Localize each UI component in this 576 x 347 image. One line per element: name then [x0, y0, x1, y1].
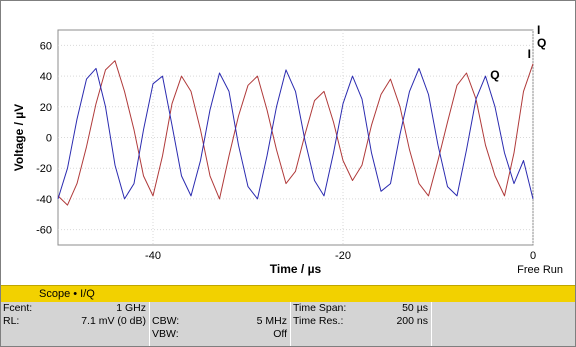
time-res-label: Time Res.: — [293, 315, 344, 327]
y-tick-label: 20 — [40, 102, 52, 114]
y-tick-label: -60 — [36, 225, 52, 237]
x-tick-label: -40 — [145, 250, 161, 262]
fcent-value: 1 GHz — [116, 302, 146, 314]
x-axis-label: Time / µs — [270, 262, 322, 276]
setting-vbw[interactable]: VBW: Off — [150, 328, 290, 341]
vbw-value: Off — [273, 328, 287, 340]
y-axis-label: Voltage / µV — [12, 104, 26, 171]
x-tick-label: -20 — [335, 250, 351, 262]
status-bar: Scope • I/Q — [1, 285, 575, 303]
setting-time-res[interactable]: Time Res.: 200 ns — [291, 315, 431, 328]
plot-series — [57, 60, 534, 206]
setting-rl[interactable]: RL: 7.1 mV (0 dB) — [1, 315, 149, 328]
setting-fcent[interactable]: Fcent: 1 GHz — [1, 302, 149, 315]
trigger-mode-label: Free Run — [517, 264, 563, 276]
x-tick-label: 0 — [530, 250, 536, 262]
plot-ticks: 60 40 20 0 -20 -40 -60 -40 -20 0 — [36, 40, 536, 262]
series-i-line — [57, 60, 534, 206]
y-tick-label: 60 — [40, 40, 52, 52]
iq-plot: 60 40 20 0 -20 -40 -60 -40 -20 0 Voltage / µV Tim… — [12, 23, 563, 276]
measurement-mode-title: Scope • I/Q — [39, 288, 95, 300]
cbw-value: 5 MHz — [256, 315, 287, 327]
time-span-value: 50 µs — [402, 302, 428, 314]
setting-time-span[interactable]: Time Span: 50 µs — [291, 302, 431, 315]
setting-cbw[interactable]: CBW: 5 MHz — [150, 315, 290, 328]
settings-cell-bandwidth: CBW: 5 MHz VBW: Off — [150, 302, 291, 346]
settings-cell-empty — [432, 302, 575, 346]
y-tick-label: 0 — [46, 133, 52, 145]
marker-q-label: Q — [490, 68, 499, 82]
plot-grid — [57, 29, 534, 246]
cbw-label: CBW: — [152, 315, 180, 327]
legend-i: I — [537, 23, 540, 37]
settings-cell-time: Time Span: 50 µs Time Res.: 200 ns — [291, 302, 432, 346]
fcent-label: Fcent: — [3, 302, 33, 314]
rl-label: RL: — [3, 315, 20, 327]
time-res-value: 200 ns — [396, 315, 428, 327]
time-span-label: Time Span: — [293, 302, 347, 314]
y-tick-label: -40 — [36, 194, 52, 206]
y-tick-label: 40 — [40, 71, 52, 83]
settings-panel: Fcent: 1 GHz RL: 7.1 mV (0 dB) CBW: 5 MH… — [1, 302, 575, 346]
y-tick-label: -20 — [36, 163, 52, 175]
legend-q: Q — [537, 36, 546, 50]
settings-cell-frequency: Fcent: 1 GHz RL: 7.1 mV (0 dB) — [1, 302, 150, 346]
rl-value: 7.1 mV (0 dB) — [81, 315, 146, 327]
series-q-line — [57, 67, 534, 200]
marker-i-label: I — [528, 47, 531, 61]
vbw-label: VBW: — [152, 328, 179, 340]
